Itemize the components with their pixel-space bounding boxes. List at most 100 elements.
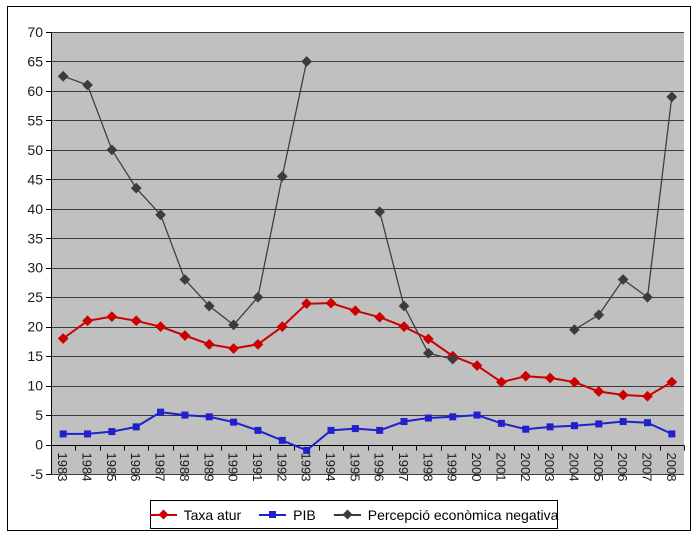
data-point-marker	[230, 418, 238, 426]
data-point-marker	[374, 311, 386, 323]
pib-line-marker-icon	[259, 510, 287, 519]
x-tick-label: 1989	[201, 453, 216, 482]
y-tick-label: -5	[31, 466, 44, 482]
series-percepcio	[57, 56, 678, 365]
data-point-marker	[82, 79, 93, 91]
x-tick-label: 2002	[518, 453, 533, 482]
data-point-marker	[155, 321, 166, 333]
data-point-marker	[130, 315, 142, 327]
y-tick-label: 25	[27, 289, 43, 305]
x-tick-label: 1990	[226, 453, 241, 482]
plot-area	[51, 32, 684, 474]
data-point-marker	[106, 311, 118, 323]
data-point-marker	[471, 360, 483, 371]
legend-item-taxa-atur: Taxa atur	[149, 507, 241, 523]
data-point-marker	[203, 300, 215, 312]
data-point-marker	[59, 430, 67, 438]
series-pib	[59, 408, 676, 454]
series-line	[379, 211, 453, 360]
data-point-marker	[666, 376, 678, 388]
data-point-marker	[619, 418, 627, 426]
data-point-marker	[595, 420, 603, 428]
x-tick-label: 1988	[177, 453, 192, 482]
y-tick-label: 55	[27, 112, 43, 128]
legend-label-percepcio: Percepció econòmica negativa	[367, 506, 559, 523]
data-point-marker	[424, 414, 432, 422]
data-point-marker	[228, 319, 239, 331]
legend-label-pib: PIB	[293, 506, 316, 523]
x-tick-label: 2007	[639, 453, 654, 482]
data-point-marker	[376, 426, 384, 434]
data-point-marker	[276, 321, 288, 333]
data-point-marker	[179, 330, 191, 341]
data-point-marker	[544, 372, 556, 384]
data-point-marker	[157, 408, 165, 416]
data-point-marker	[447, 353, 459, 365]
y-tick-label: 40	[27, 201, 43, 217]
data-point-marker	[155, 209, 166, 221]
y-tick-label: 15	[27, 348, 43, 364]
y-tick-label: 10	[27, 378, 43, 394]
x-tick-label: 1999	[445, 453, 460, 482]
y-tick-label: 5	[35, 407, 43, 423]
series-lines	[57, 56, 678, 454]
x-tick-label: 1987	[153, 453, 168, 482]
data-point-marker	[327, 426, 335, 434]
data-point-marker	[617, 389, 629, 401]
data-point-marker	[228, 343, 239, 354]
data-point-marker	[130, 182, 142, 194]
y-tick-label: 35	[27, 230, 43, 246]
data-point-marker	[643, 419, 651, 427]
x-tick-labels: 1983 1984 1985 1986 1987 1988 1989 1990 1991 1992…	[55, 453, 679, 482]
x-tick-label: 1993	[299, 453, 314, 482]
series-line	[63, 411, 673, 452]
data-point-marker	[82, 315, 93, 327]
data-point-marker	[449, 413, 457, 421]
x-axis	[51, 445, 685, 451]
legend: Taxa atur PIB Percepció econòmica negati…	[149, 500, 559, 529]
x-tick-label: 2000	[469, 453, 484, 482]
data-point-marker	[570, 422, 578, 430]
x-tick-label: 2001	[493, 453, 508, 482]
data-point-marker	[351, 425, 359, 433]
y-tick-label: 70	[27, 24, 43, 40]
data-point-marker	[108, 428, 116, 436]
percepcio-line-marker-icon	[333, 509, 361, 520]
data-point-marker	[473, 411, 481, 419]
data-point-marker	[497, 419, 505, 427]
x-tick-label: 1998	[420, 453, 435, 482]
x-tick-label: 2006	[615, 453, 630, 482]
data-point-marker	[278, 436, 286, 444]
y-tick-label: 0	[35, 437, 43, 453]
series-taxa-atur	[57, 297, 678, 402]
data-point-marker	[522, 425, 530, 433]
x-tick-label: 2004	[566, 453, 581, 482]
data-point-marker	[203, 338, 215, 350]
data-point-marker	[106, 144, 118, 156]
data-point-marker	[398, 321, 410, 333]
data-point-marker	[520, 370, 532, 382]
data-point-marker	[181, 411, 189, 419]
data-point-marker	[398, 300, 410, 312]
data-point-marker	[668, 430, 676, 438]
data-point-marker	[57, 70, 69, 82]
x-tick-label: 1991	[250, 453, 265, 482]
x-tick-label: 1995	[347, 453, 362, 482]
y-tick-label: 65	[27, 53, 43, 69]
y-tick-label: 50	[27, 142, 43, 158]
data-point-marker	[132, 423, 140, 431]
data-point-marker	[349, 305, 361, 317]
data-point-marker	[422, 333, 434, 345]
y-tick-label: 45	[27, 171, 43, 187]
y-tick-label: 20	[27, 319, 43, 335]
data-point-marker	[301, 298, 313, 310]
data-point-marker	[205, 413, 213, 421]
x-tick-label: 1997	[396, 453, 411, 482]
data-point-marker	[179, 274, 191, 285]
x-tick-label: 1983	[55, 453, 70, 482]
data-point-marker	[496, 376, 507, 388]
y-gridlines	[51, 32, 684, 475]
